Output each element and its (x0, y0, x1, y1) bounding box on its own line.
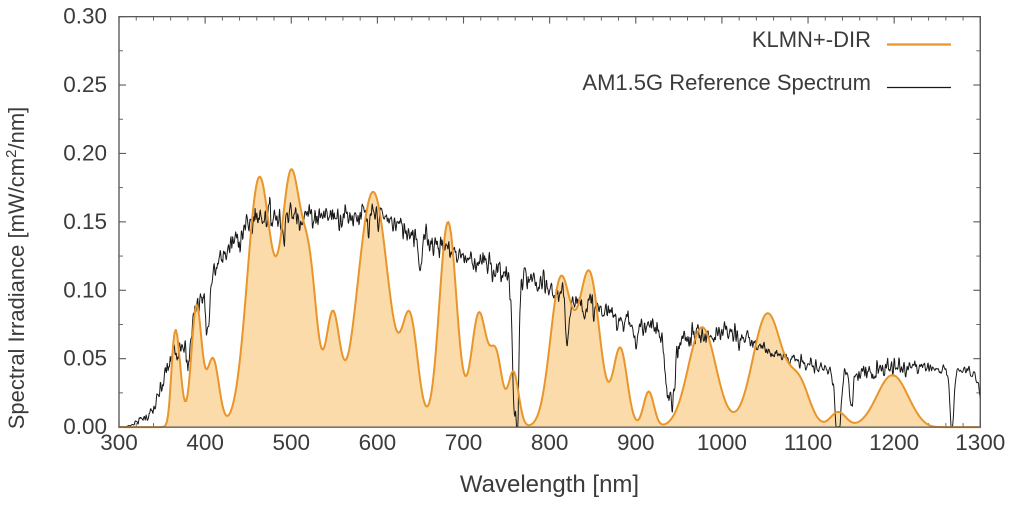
svg-text:0.05: 0.05 (63, 346, 107, 371)
svg-text:900: 900 (617, 430, 655, 455)
svg-text:400: 400 (186, 430, 224, 455)
svg-text:1200: 1200 (869, 430, 919, 455)
svg-text:1000: 1000 (697, 430, 747, 455)
svg-text:1100: 1100 (784, 430, 832, 455)
svg-text:0.15: 0.15 (63, 209, 107, 234)
svg-text:KLMN+-DIR: KLMN+-DIR (752, 27, 871, 52)
svg-text:0.20: 0.20 (63, 140, 107, 165)
svg-text:0.10: 0.10 (63, 277, 107, 302)
svg-text:1300: 1300 (955, 430, 1005, 455)
svg-text:500: 500 (272, 430, 310, 455)
svg-text:0.00: 0.00 (63, 414, 107, 439)
svg-text:Spectral Irradiance [mW/cm2/nm: Spectral Irradiance [mW/cm2/nm] (3, 107, 30, 430)
svg-text:0.30: 0.30 (63, 4, 107, 29)
svg-text:700: 700 (445, 430, 483, 455)
svg-text:0.25: 0.25 (63, 72, 107, 97)
svg-text:Wavelength [nm]: Wavelength [nm] (460, 471, 639, 498)
svg-text:600: 600 (359, 430, 397, 455)
svg-text:AM1.5G Reference Spectrum: AM1.5G Reference Spectrum (582, 70, 871, 95)
svg-text:800: 800 (531, 430, 569, 455)
